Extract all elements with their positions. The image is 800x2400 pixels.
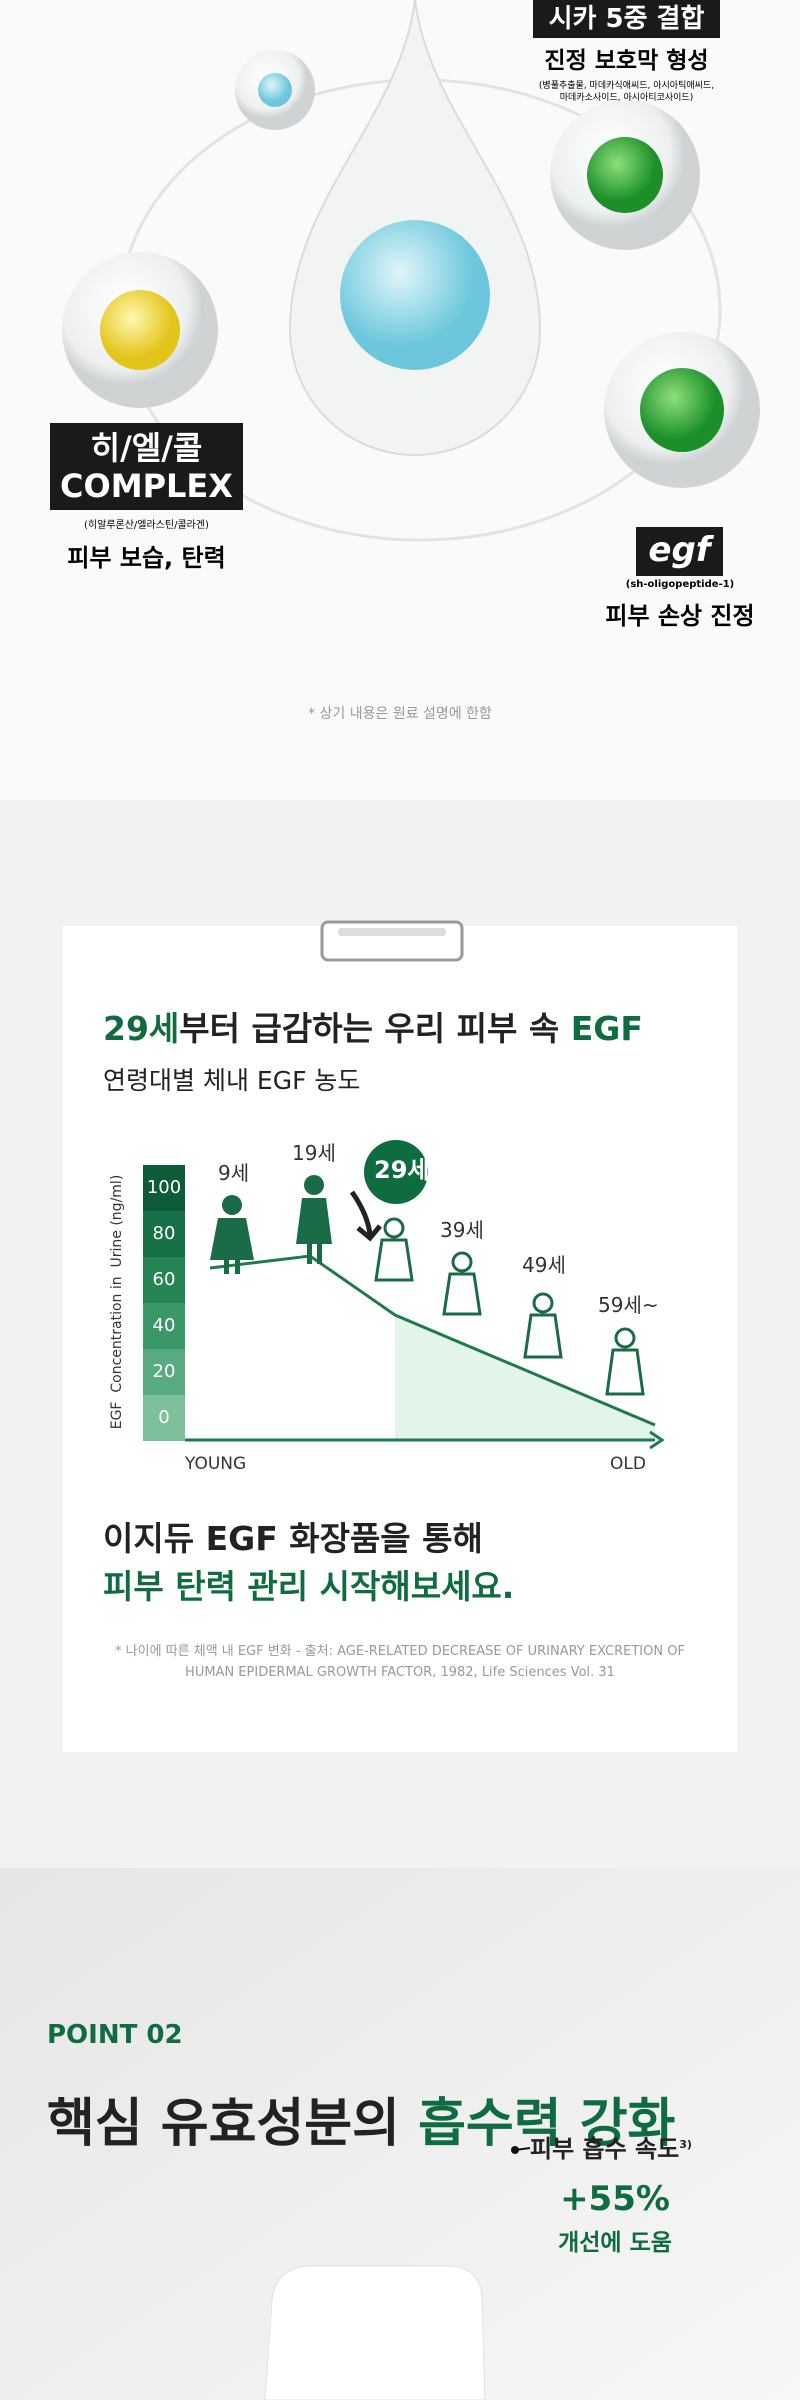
- drop-core: [340, 220, 490, 370]
- source: HUMAN EPIDERMAL GROWTH FACTOR, 1982, Lif…: [185, 1665, 615, 1680]
- bubble-core: [640, 368, 724, 452]
- age-label: 19세: [292, 1141, 336, 1165]
- age-label: 59세~: [598, 1293, 659, 1317]
- label: 피부 보습, 탄력: [67, 544, 226, 572]
- age-label: 29세: [374, 1156, 430, 1184]
- axis-seg: [143, 1395, 185, 1441]
- title-part: 29세: [103, 1009, 180, 1048]
- pointer-dot: [511, 2146, 519, 2154]
- badge: egf: [636, 527, 723, 576]
- clip: [320, 920, 464, 962]
- clip-bar: [338, 928, 446, 936]
- label: 진정 보호막 형성: [544, 48, 709, 74]
- stat-label: 피부 흡수 속도3): [530, 2137, 692, 2161]
- axis-seg: [143, 1211, 185, 1257]
- message: 이지듀 EGF 화장품을 통해: [103, 1519, 483, 1558]
- title-part: EGF: [570, 1009, 643, 1048]
- y-label: 0: [158, 1407, 170, 1428]
- bubble-core: [587, 137, 663, 213]
- point-label: POINT 02: [47, 2020, 183, 2050]
- title-part: 흡수력 강화: [418, 2094, 676, 2154]
- age-circle: [364, 1140, 428, 1204]
- y-label: 100: [146, 1177, 182, 1198]
- axis-seg: [143, 1257, 185, 1303]
- bubble-core: [258, 73, 292, 107]
- bubble-core: [100, 290, 180, 370]
- detail: (히알루론산/엘라스틴/콜라겐): [84, 520, 209, 531]
- stat-desc: 개선에 도움: [558, 2230, 672, 2256]
- note: * 상기 내용은 원료 설명에 한함: [308, 706, 492, 722]
- axis-seg: [143, 1165, 185, 1211]
- age-label: 49세: [522, 1253, 566, 1277]
- detail: (병풀추출물, 마데카식애씨드, 아시아틱애씨드,: [538, 81, 715, 91]
- badge: 시카 5중 결합: [533, 0, 720, 38]
- card-subtitle: 연령대별 체내 EGF 농도: [103, 1066, 361, 1095]
- stat-ref: 3): [679, 2138, 692, 2151]
- label: 피부 손상 진정: [605, 602, 755, 630]
- arrow: [649, 1430, 665, 1450]
- detail: 마데카소사이드, 아시아티코사이드): [559, 93, 694, 103]
- down-arrow: [349, 1190, 382, 1242]
- y-axis-bar: [143, 1165, 185, 1441]
- badge-line: 히/엘/콜: [90, 429, 203, 467]
- age-label: 9세: [218, 1161, 250, 1185]
- badge-line: COMPLEX: [60, 467, 233, 505]
- age-label: 39세: [440, 1218, 484, 1242]
- y-axis-title: EGF Concentration in Urine (ng/ml): [109, 1174, 125, 1430]
- y-label: 60: [152, 1269, 176, 1290]
- message: 피부 탄력 관리 시작해보세요.: [103, 1567, 515, 1606]
- card-title: 29세부터 급감하는 우리 피부 속 EGF: [103, 1012, 643, 1045]
- stat-value: +55%: [560, 2179, 670, 2219]
- axis-seg: [143, 1303, 185, 1349]
- source: * 나이에 따른 체액 내 EGF 변화 - 출처: AGE-RELATED D…: [115, 1644, 685, 1659]
- detail: (sh-oligopeptide-1): [625, 579, 735, 590]
- title-part: 핵심 유효성분의: [47, 2094, 419, 2154]
- trend-line: [209, 1254, 656, 1427]
- x-start: YOUNG: [185, 1454, 247, 1474]
- x-end: OLD: [610, 1454, 646, 1474]
- product: [264, 2265, 486, 2400]
- title-part: 부터 급감하는 우리 피부 속: [179, 1009, 571, 1048]
- y-label: 20: [152, 1361, 176, 1382]
- figures-outline: [374, 1217, 645, 1396]
- area: [395, 1315, 655, 1440]
- y-label: 80: [152, 1223, 176, 1244]
- y-label: 40: [152, 1315, 176, 1336]
- axis-seg: [143, 1349, 185, 1395]
- badge: 히/엘/콜 COMPLEX: [50, 423, 243, 510]
- point-title: 핵심 유효성분의 흡수력 강화: [47, 2098, 675, 2150]
- stat-label-text: 피부 흡수 속도: [530, 2135, 680, 2163]
- figures: [210, 1175, 332, 1274]
